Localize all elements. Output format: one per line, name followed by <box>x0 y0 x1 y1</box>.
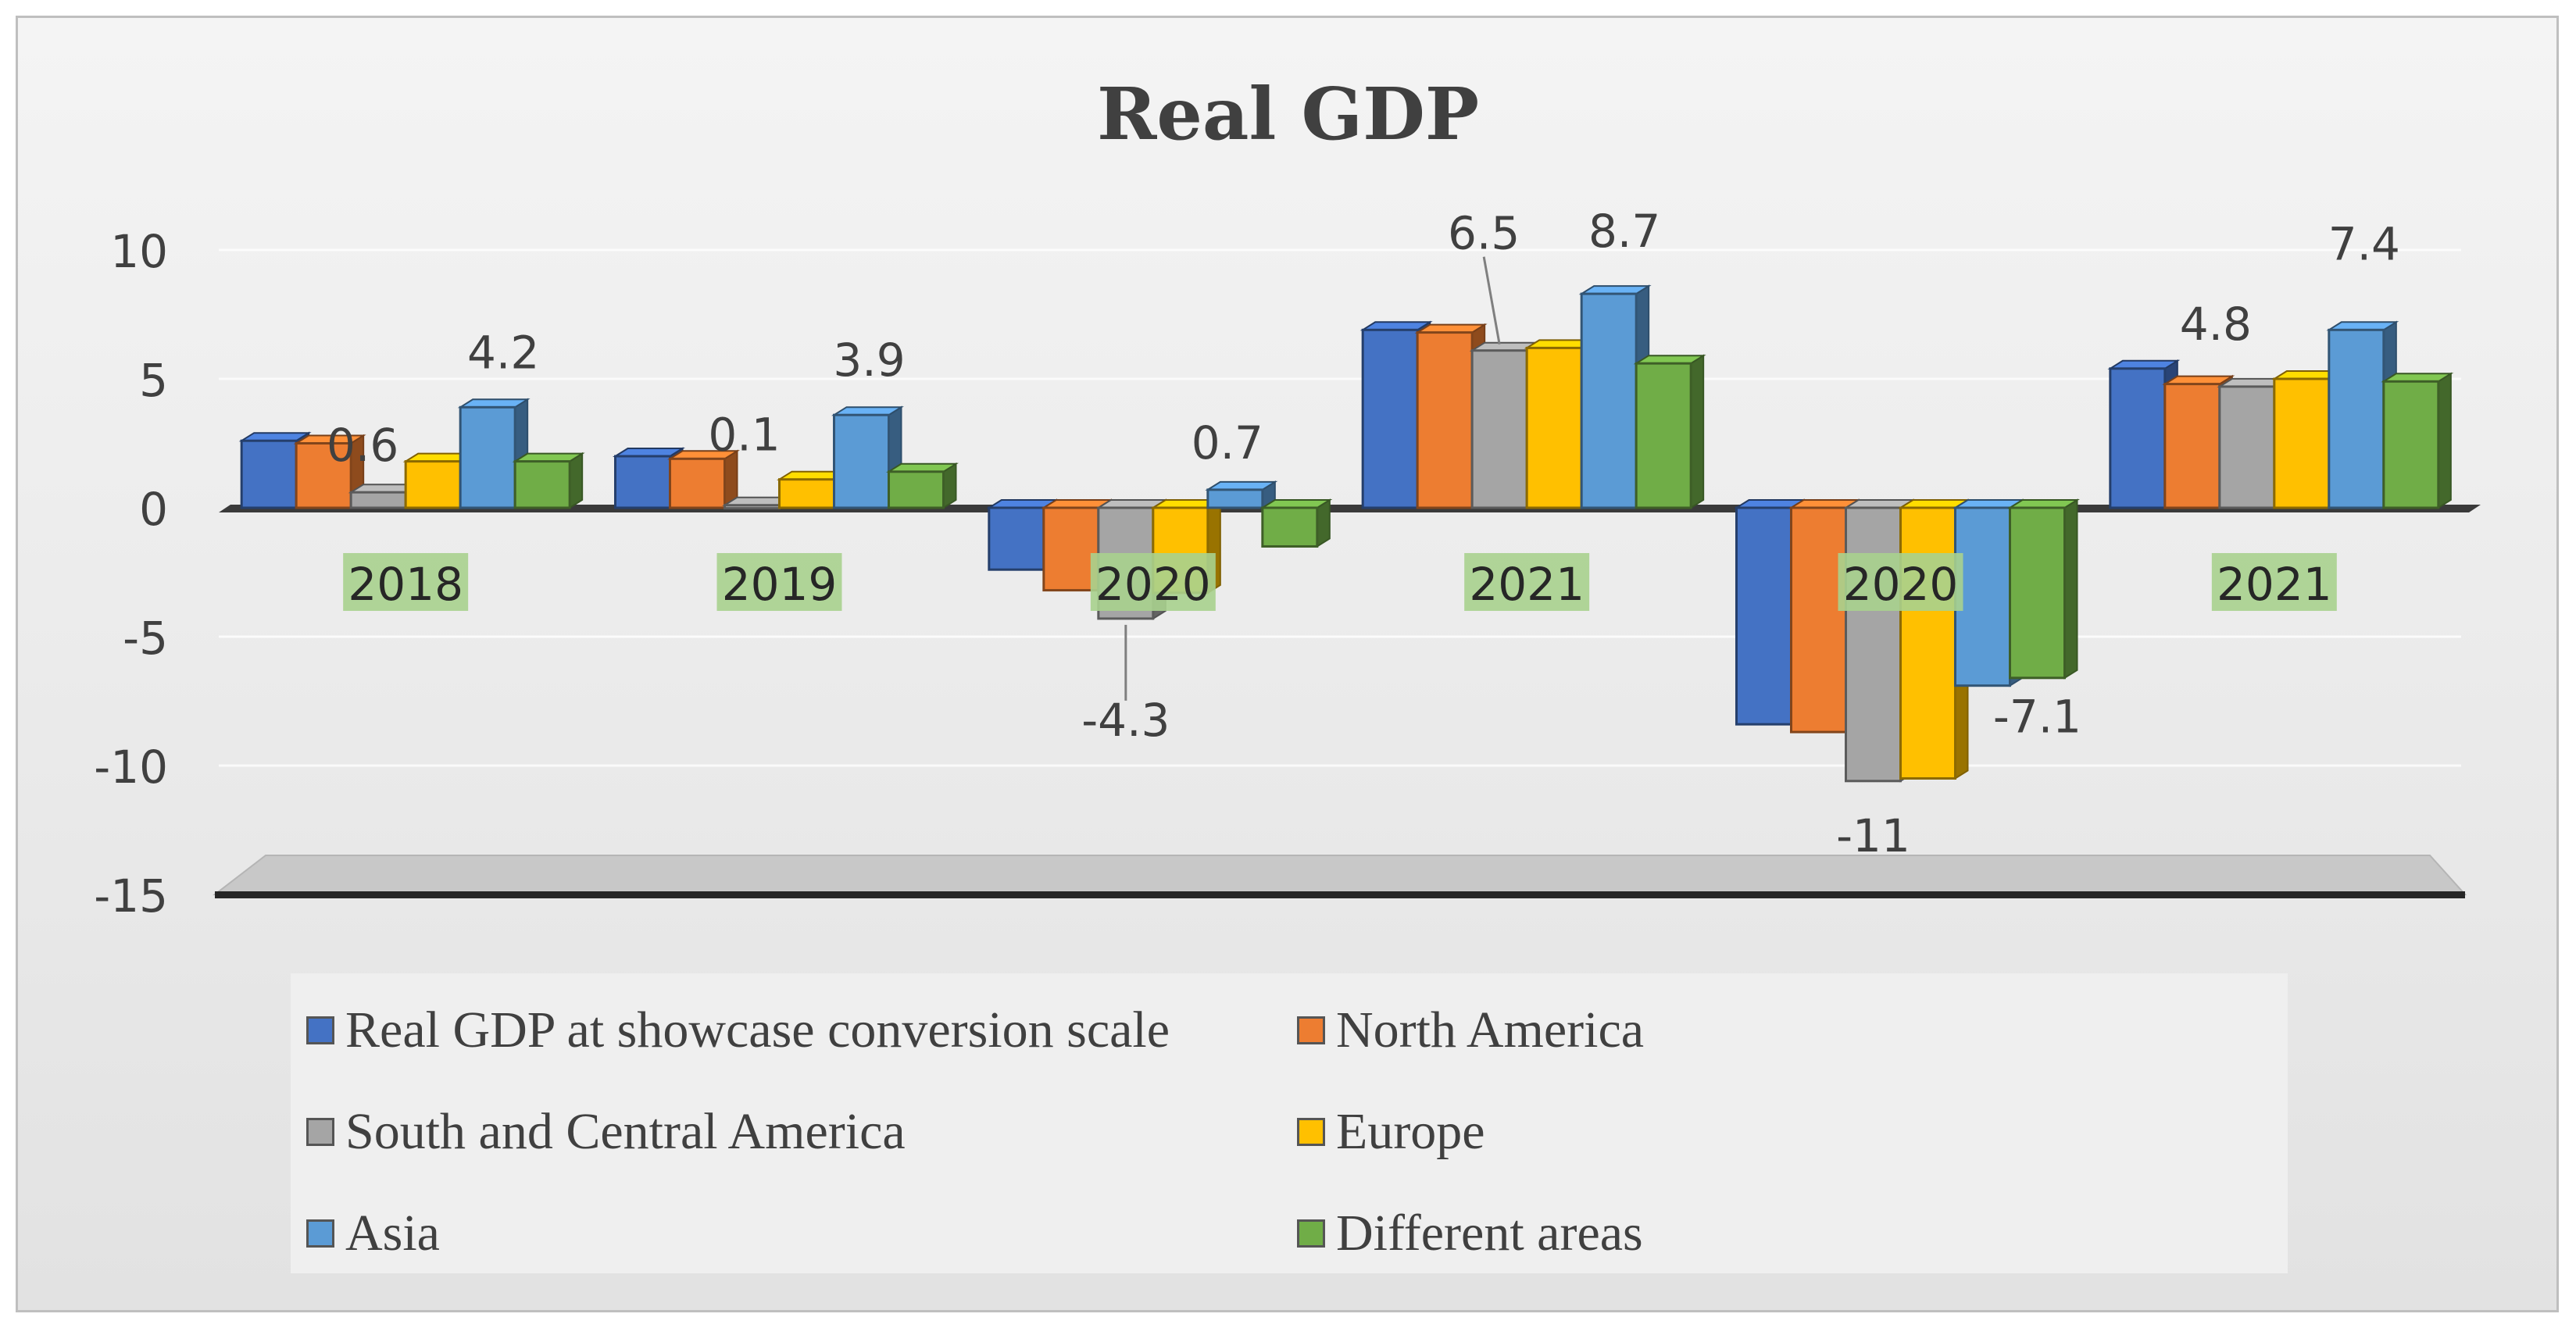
bar-side <box>569 452 584 509</box>
legend-label-asia: Asia <box>345 1205 440 1262</box>
category-label: 2020 <box>1095 558 1211 611</box>
legend-item-asia: Asia <box>306 1204 440 1263</box>
legend-swatch-europe <box>1297 1118 1325 1146</box>
data-label-leader <box>1482 256 1501 344</box>
y-tick-label: 0 <box>139 483 168 536</box>
bar <box>833 413 890 509</box>
legend-swatch-asia <box>306 1219 334 1248</box>
bar <box>2273 377 2331 509</box>
bar <box>1954 506 2011 687</box>
bar <box>778 478 835 509</box>
category-label-box <box>1090 553 1216 611</box>
bar-top <box>512 452 585 462</box>
bar <box>1525 346 1583 509</box>
bar <box>1899 506 1956 780</box>
category-label-box <box>343 553 469 611</box>
data-label: -7.1 <box>1993 691 2081 744</box>
bar <box>1261 506 1319 548</box>
bar-side <box>1690 354 1705 509</box>
bar <box>1470 349 1528 509</box>
bar <box>404 460 462 509</box>
bar <box>1361 328 1419 509</box>
data-label: -11 <box>1836 809 1910 862</box>
bar <box>1206 488 1264 509</box>
chart-title: Real GDP <box>1096 72 1480 156</box>
bar <box>1635 362 1692 509</box>
bar <box>349 491 407 509</box>
data-label: -4.3 <box>1081 694 1170 747</box>
data-label: 8.7 <box>1588 205 1660 258</box>
y-tick-label: -10 <box>94 741 168 794</box>
category-label: 2021 <box>2217 558 2332 611</box>
legend-swatch-different-areas <box>1297 1219 1325 1248</box>
category-label: 2019 <box>722 558 838 611</box>
category-label: 2018 <box>348 558 463 611</box>
legend-swatch-south-central-america <box>306 1118 334 1146</box>
category-label-box <box>716 553 842 611</box>
bar <box>1735 506 1792 726</box>
legend-item-real-gdp: Real GDP at showcase conversion scale <box>306 1001 1170 1060</box>
legend-item-north-america: North America <box>1297 1001 1644 1060</box>
y-tick-label: 5 <box>139 354 168 407</box>
data-label: 3.9 <box>833 334 905 387</box>
data-label: 6.5 <box>1448 207 1520 260</box>
bar <box>1790 506 1847 734</box>
legend-item-south-central-america: South and Central America <box>306 1102 906 1162</box>
bar <box>1416 331 1474 509</box>
chart-floor <box>213 855 2467 895</box>
data-label: 0.6 <box>327 419 398 472</box>
legend-swatch-north-america <box>1297 1016 1325 1044</box>
data-label: 4.2 <box>467 326 539 379</box>
legend-item-europe: Europe <box>1297 1102 1485 1162</box>
category-label-box <box>1838 553 1963 611</box>
bar <box>988 506 1045 571</box>
floor-line <box>215 891 2465 898</box>
legend-swatch-real-gdp <box>306 1016 334 1044</box>
bar <box>2328 328 2385 509</box>
bar <box>2163 383 2221 509</box>
bar <box>669 457 726 509</box>
bar <box>1580 292 1638 509</box>
bar-top <box>238 432 312 442</box>
data-label: 4.8 <box>2180 298 2252 351</box>
data-label: 0.1 <box>708 409 780 462</box>
bar <box>2009 506 2066 680</box>
legend-label-north-america: North America <box>1336 1001 1645 1058</box>
bar-side <box>2437 372 2452 509</box>
category-label: 2020 <box>1843 558 1959 611</box>
bar <box>459 405 516 509</box>
bar-side <box>2063 498 2078 680</box>
bar-top <box>2007 499 2080 509</box>
legend-label-real-gdp: Real GDP at showcase conversion scale <box>345 1001 1170 1058</box>
y-tick-label: 10 <box>110 225 168 278</box>
category-label: 2021 <box>1469 558 1585 611</box>
data-label: 0.7 <box>1192 416 1263 469</box>
bar <box>1845 506 1902 783</box>
legend-item-different-areas: Different areas <box>1297 1204 1643 1263</box>
bar <box>888 470 945 509</box>
bar <box>240 439 298 509</box>
bar-top <box>831 406 904 416</box>
bar <box>2382 380 2440 509</box>
legend: Real GDP at showcase conversion scale No… <box>291 973 2288 1273</box>
legend-label-south-central-america: South and Central America <box>345 1103 906 1160</box>
category-label-box <box>1464 553 1590 611</box>
legend-label-different-areas: Different areas <box>1336 1205 1643 1262</box>
bar <box>614 455 671 509</box>
bar-top <box>1633 355 1706 365</box>
legend-label-europe: Europe <box>1336 1103 1485 1160</box>
bar <box>513 460 571 509</box>
bar <box>1042 506 1100 592</box>
bar <box>723 504 781 510</box>
bar <box>295 442 352 509</box>
bar <box>2109 367 2167 509</box>
data-label: 7.4 <box>2328 217 2400 270</box>
y-tick-label: -15 <box>94 869 168 923</box>
y-tick-label: -5 <box>123 612 168 665</box>
bar <box>2218 385 2276 509</box>
category-label-box <box>2211 553 2337 611</box>
